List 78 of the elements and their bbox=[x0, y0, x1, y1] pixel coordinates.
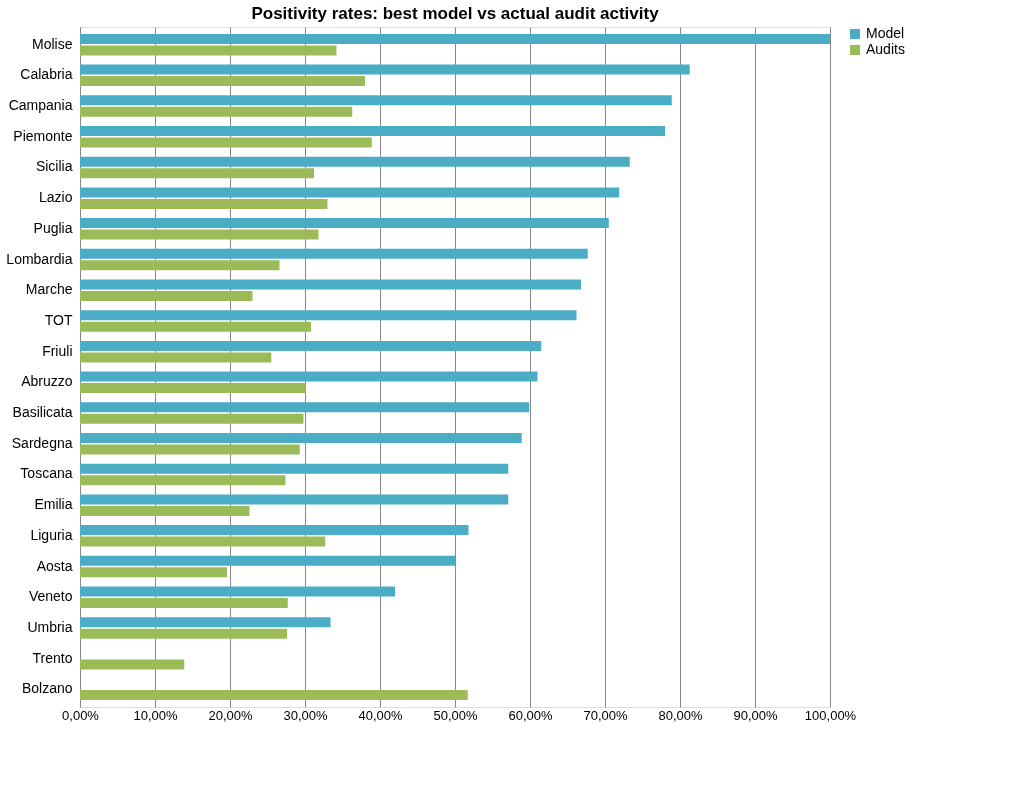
bar bbox=[80, 229, 319, 240]
x-tick-label: 0,00% bbox=[62, 707, 100, 723]
bar bbox=[80, 475, 286, 486]
bar bbox=[80, 463, 509, 474]
bar bbox=[80, 106, 353, 117]
bar bbox=[80, 76, 365, 87]
bar bbox=[80, 525, 469, 536]
y-tick-label: Emilia bbox=[34, 496, 73, 513]
chart-title: Positivity rates: best model vs actual audit activity bbox=[251, 4, 660, 23]
y-tick-label: Sardegna bbox=[11, 434, 73, 451]
y-tick-label: Veneto bbox=[28, 588, 73, 605]
bar bbox=[80, 402, 530, 413]
bar bbox=[80, 432, 522, 443]
bar bbox=[80, 536, 326, 547]
x-tick-label: 100,00% bbox=[804, 707, 857, 723]
bar bbox=[80, 310, 577, 321]
bar bbox=[80, 198, 328, 209]
bar bbox=[80, 383, 306, 394]
x-tick-label: 20,00% bbox=[208, 707, 253, 723]
bar bbox=[80, 248, 588, 259]
bar bbox=[80, 352, 272, 363]
bar bbox=[80, 45, 337, 56]
y-tick-label: Abruzzo bbox=[21, 373, 73, 390]
legend-label: Model bbox=[866, 25, 905, 41]
bar bbox=[80, 168, 314, 179]
bar bbox=[80, 137, 372, 148]
y-tick-label: Basilicata bbox=[12, 404, 73, 421]
bar bbox=[80, 95, 672, 106]
x-tick-label: 90,00% bbox=[733, 707, 778, 723]
bar bbox=[80, 156, 630, 167]
bar bbox=[80, 444, 300, 455]
bar bbox=[80, 64, 690, 75]
bar bbox=[80, 567, 227, 578]
bar bbox=[80, 413, 304, 424]
y-tick-label: Campania bbox=[8, 97, 73, 114]
bar bbox=[80, 321, 311, 332]
y-tick-label: Aosta bbox=[36, 557, 73, 574]
x-tick-label: 60,00% bbox=[508, 707, 553, 723]
y-tick-label: Lazio bbox=[39, 189, 73, 206]
bar bbox=[80, 598, 288, 608]
bar bbox=[80, 690, 468, 701]
y-tick-label: Lombardia bbox=[6, 250, 73, 267]
bar bbox=[80, 505, 250, 516]
bar bbox=[80, 586, 395, 597]
x-tick-label: 50,00% bbox=[433, 707, 478, 723]
y-tick-label: Trento bbox=[32, 649, 73, 666]
bar bbox=[80, 260, 280, 271]
y-tick-label: Marche bbox=[25, 281, 73, 298]
legend-label: Audits bbox=[866, 41, 905, 57]
y-tick-label: Toscana bbox=[20, 465, 73, 482]
bar bbox=[80, 187, 620, 198]
x-tick-label: 80,00% bbox=[658, 707, 703, 723]
bar bbox=[80, 33, 830, 44]
bar bbox=[80, 617, 331, 628]
bar bbox=[80, 494, 509, 505]
bar bbox=[80, 628, 287, 639]
x-tick-label: 30,00% bbox=[283, 707, 328, 723]
x-tick-label: 70,00% bbox=[583, 707, 628, 723]
y-tick-label: Sicilia bbox=[35, 158, 73, 175]
bar bbox=[80, 659, 185, 670]
bar bbox=[80, 279, 581, 290]
y-tick-label: Umbria bbox=[27, 618, 73, 635]
bar bbox=[80, 291, 253, 302]
bar bbox=[80, 126, 665, 136]
x-tick-label: 10,00% bbox=[133, 707, 178, 723]
y-tick-label: Bolzano bbox=[21, 680, 73, 697]
bar bbox=[80, 218, 609, 229]
bar bbox=[80, 340, 542, 351]
y-tick-label: Calabria bbox=[20, 66, 73, 83]
y-tick-label: Friuli bbox=[42, 342, 73, 359]
y-tick-label: Puglia bbox=[33, 219, 73, 236]
y-tick-label: TOT bbox=[44, 311, 73, 328]
y-tick-label: Molise bbox=[32, 35, 73, 52]
y-tick-label: Piemonte bbox=[13, 127, 73, 144]
y-tick-label: Liguria bbox=[30, 526, 73, 543]
bar bbox=[80, 371, 538, 382]
x-tick-label: 40,00% bbox=[358, 707, 403, 723]
bar bbox=[80, 555, 455, 566]
